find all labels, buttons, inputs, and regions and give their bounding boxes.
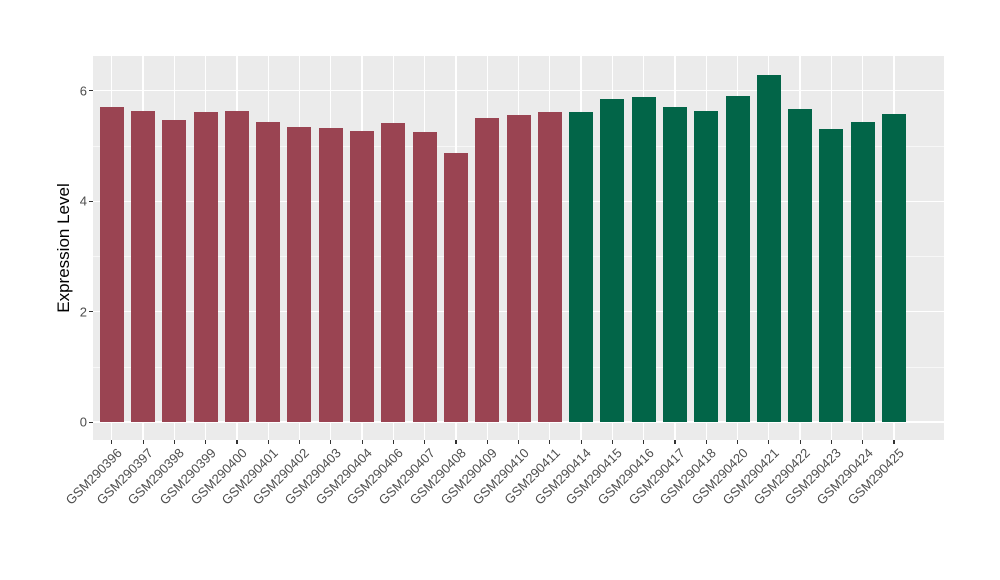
x-axis-tick [674,440,676,444]
bar-GSM290422 [788,109,813,422]
y-axis-tick [89,200,93,202]
bar-GSM290400 [224,110,249,422]
y-tick-label: 4 [79,193,87,209]
x-axis-tick [392,440,394,444]
bar-GSM290398 [162,120,187,422]
bar-GSM290401 [256,121,281,422]
bar-GSM290424 [850,121,875,422]
y-axis-tick [89,90,93,92]
x-axis-tick [518,440,520,444]
x-axis-tick [236,440,238,444]
x-axis-tick [455,440,457,444]
x-axis-tick [737,440,739,444]
y-axis-tick [89,311,93,313]
y-axis-tick [89,421,93,423]
x-axis-tick [862,440,864,444]
x-axis-tick [142,440,144,444]
bar-GSM290411 [537,112,562,422]
bar-GSM290414 [569,112,594,422]
bar-GSM290407 [412,131,437,422]
y-tick-label: 2 [79,304,87,320]
x-axis-tick [111,440,113,444]
bar-GSM290408 [443,153,468,422]
bar-GSM290403 [318,127,343,422]
x-axis-tick [893,440,895,444]
x-axis-tick [205,440,207,444]
x-axis-tick [643,440,645,444]
x-axis-tick [173,440,175,444]
bar-GSM290409 [475,118,500,422]
bar-GSM290416 [631,97,656,422]
x-axis-tick [486,440,488,444]
x-axis-tick [424,440,426,444]
bar-GSM290404 [350,130,375,422]
x-axis-tick [330,440,332,444]
x-axis-tick [799,440,801,444]
plot-panel [93,56,944,440]
x-axis-tick [611,440,613,444]
bar-GSM290396 [99,107,124,422]
x-axis-tick [580,440,582,444]
x-axis-tick [705,440,707,444]
bar-GSM290423 [819,128,844,422]
bar-GSM290421 [756,74,781,422]
y-tick-label: 6 [79,83,87,99]
bar-GSM290420 [725,95,750,422]
y-tick-label: 0 [79,414,87,430]
bar-GSM290418 [694,110,719,422]
bar-GSM290406 [381,123,406,422]
bar-GSM290402 [287,127,312,422]
x-axis-tick [549,440,551,444]
bar-GSM290415 [600,99,625,422]
bar-GSM290425 [881,113,906,422]
bar-GSM290397 [131,111,156,422]
bar-GSM290417 [662,106,687,422]
bar-GSM290399 [193,111,218,422]
x-axis-tick [267,440,269,444]
x-axis-tick [768,440,770,444]
x-axis-tick [298,440,301,444]
x-axis-tick [830,440,832,444]
x-axis-tick [361,440,363,444]
bar-GSM290410 [506,114,531,422]
